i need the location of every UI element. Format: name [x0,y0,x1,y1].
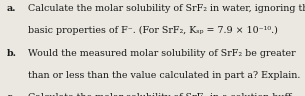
Text: Calculate the molar solubility of SrF₂ in water, ignoring the: Calculate the molar solubility of SrF₂ i… [28,4,305,13]
Text: basic properties of F⁻. (For SrF₂, Kₛₚ = 7.9 × 10⁻¹⁰.): basic properties of F⁻. (For SrF₂, Kₛₚ =… [28,26,278,36]
Text: Would the measured molar solubility of SrF₂ be greater: Would the measured molar solubility of S… [28,49,296,58]
Text: a.: a. [7,4,16,13]
Text: Calculate the molar solubility of SrF₂ in a solution buff-: Calculate the molar solubility of SrF₂ i… [28,93,294,96]
Text: than or less than the value calculated in part a? Explain.: than or less than the value calculated i… [28,71,300,80]
Text: b.: b. [7,49,17,58]
Text: c.: c. [7,93,16,96]
